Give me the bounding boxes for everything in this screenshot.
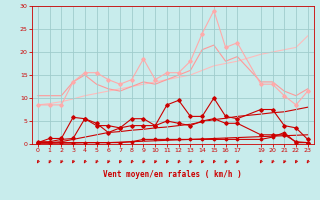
X-axis label: Vent moyen/en rafales ( km/h ): Vent moyen/en rafales ( km/h ) [103, 170, 242, 179]
